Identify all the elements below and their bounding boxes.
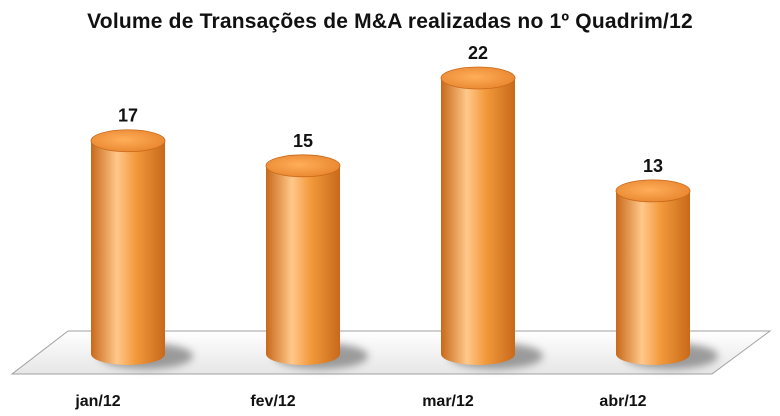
floor-plane: [10, 330, 772, 375]
bar-jan/12: [91, 140, 165, 365]
bar-top: [615, 179, 691, 203]
bar-mar/12: [441, 78, 515, 365]
value-label: 22: [468, 43, 488, 63]
chart-title: Volume de Transações de M&A realizadas n…: [87, 10, 693, 33]
bar-top: [90, 129, 166, 153]
bar-top: [440, 66, 516, 90]
category-label: fev/12: [250, 393, 295, 410]
category-label: jan/12: [74, 393, 120, 410]
value-label: 13: [643, 156, 663, 176]
category-label: abr/12: [599, 393, 646, 410]
bar-abr/12: [616, 190, 690, 365]
value-label: 15: [293, 131, 313, 151]
bar-top: [265, 154, 341, 178]
value-label: 17: [118, 106, 138, 126]
category-label: mar/12: [422, 393, 474, 410]
bar-fev/12: [266, 165, 340, 365]
